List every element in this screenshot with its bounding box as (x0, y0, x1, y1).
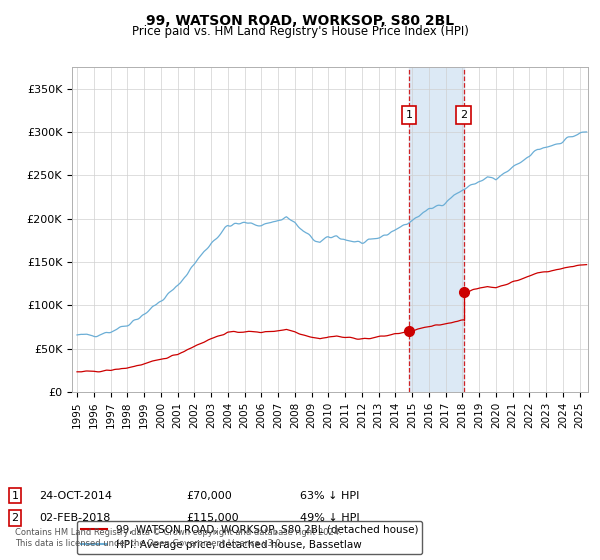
Text: 63% ↓ HPI: 63% ↓ HPI (300, 491, 359, 501)
Text: 24-OCT-2014: 24-OCT-2014 (39, 491, 112, 501)
Text: 1: 1 (406, 110, 412, 120)
Text: 99, WATSON ROAD, WORKSOP, S80 2BL: 99, WATSON ROAD, WORKSOP, S80 2BL (146, 14, 454, 28)
Text: 2: 2 (11, 513, 19, 523)
Text: Contains HM Land Registry data © Crown copyright and database right 2024.
This d: Contains HM Land Registry data © Crown c… (15, 528, 341, 548)
Text: £70,000: £70,000 (186, 491, 232, 501)
Text: 1: 1 (11, 491, 19, 501)
Text: £115,000: £115,000 (186, 513, 239, 523)
Text: 49% ↓ HPI: 49% ↓ HPI (300, 513, 359, 523)
Bar (409, 67, 464, 392)
Text: Price paid vs. HM Land Registry's House Price Index (HPI): Price paid vs. HM Land Registry's House … (131, 25, 469, 38)
Text: 2: 2 (460, 110, 467, 120)
Text: 02-FEB-2018: 02-FEB-2018 (39, 513, 110, 523)
Legend: 99, WATSON ROAD, WORKSOP, S80 2BL (detached house), HPI: Average price, detached: 99, WATSON ROAD, WORKSOP, S80 2BL (detac… (77, 521, 422, 554)
